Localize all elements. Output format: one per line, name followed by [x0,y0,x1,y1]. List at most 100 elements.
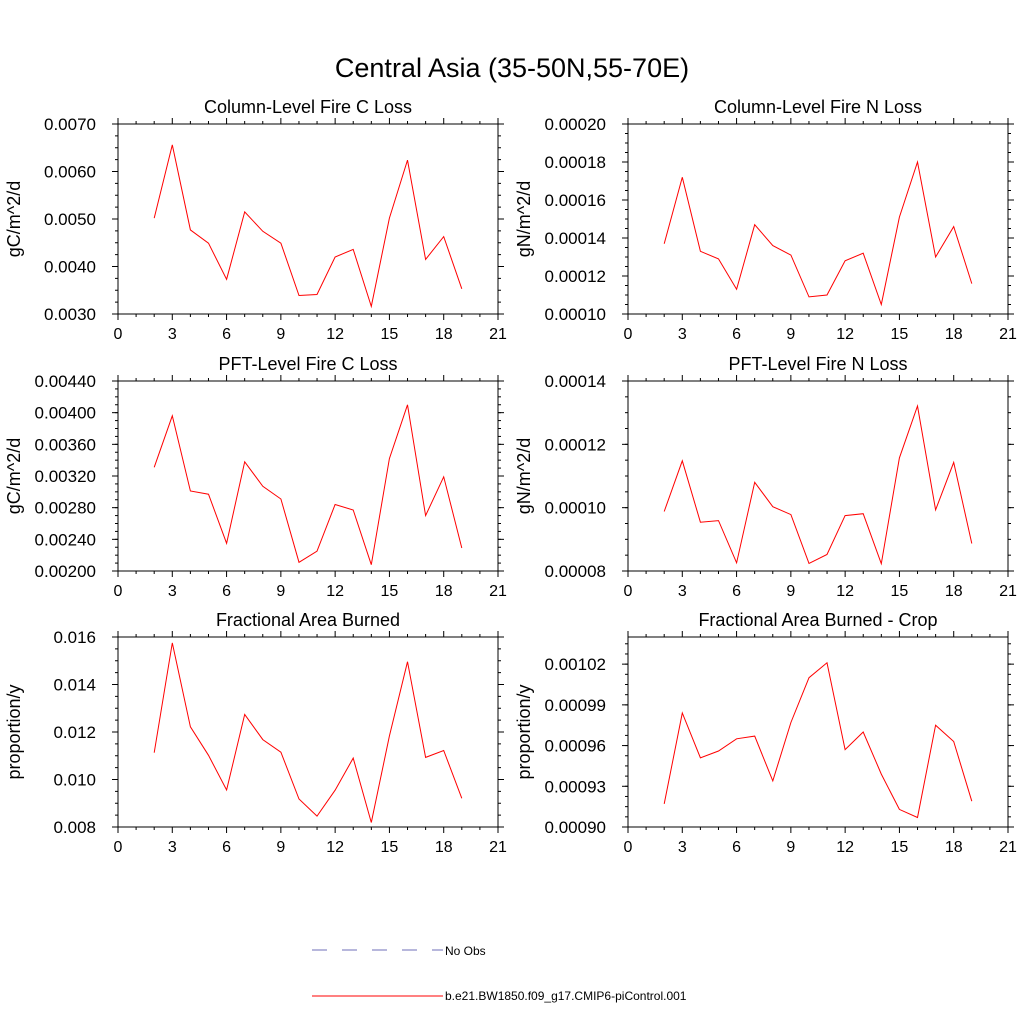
y-axis-label: gC/m^2/d [4,438,24,514]
x-tick-label: 18 [435,326,453,343]
x-tick-label: 0 [114,326,123,343]
y-tick-label: 0.016 [53,628,96,647]
plot-frame [117,123,499,315]
x-tick-label: 9 [276,839,285,856]
y-tick-label: 0.00018 [545,153,606,172]
series-line-1 [663,404,973,566]
x-tick-label: 6 [732,326,741,343]
panel-title: PFT-Level Fire N Loss [728,354,907,374]
x-tick-label: 9 [786,326,795,343]
x-tick-label: 3 [678,839,687,856]
x-tick-label: 18 [945,326,963,343]
y-tick-label: 0.00016 [545,191,606,210]
panel-title: PFT-Level Fire C Loss [218,354,397,374]
x-tick-label: 12 [326,326,344,343]
y-tick-label: 0.014 [53,676,96,695]
chart-panel-4: PFT-Level Fire N Loss gN/m^2/d 0 3 6 9 12 15 18 2… [514,354,1017,600]
panels: Column-Level Fire C Loss gC/m^2/d 0 3 6 9 12 15… [4,97,1017,856]
x-tick-label: 3 [168,583,177,600]
chart-panel-6: Fractional Area Burned - Crop proportion/… [514,610,1017,856]
chart-panel-2: Column-Level Fire N Loss gN/m^2/d 0 3 6 9 12 15… [514,97,1017,343]
series-line-1 [663,160,973,307]
x-tick-label: 6 [222,839,231,856]
chart-panel-3: PFT-Level Fire C Loss gC/m^2/d 0 3 6 9 12 15 18 2… [4,354,507,600]
x-tick-label: 3 [168,839,177,856]
chart-panel-1: Column-Level Fire C Loss gC/m^2/d 0 3 6 9 12 15… [4,97,507,343]
x-tick-label: 15 [891,583,909,600]
y-tick-label: 0.00400 [35,404,96,423]
y-tick-label: 0.00096 [545,737,606,756]
panel-title: Fractional Area Burned [216,610,400,630]
y-tick-label: 0.00010 [545,499,606,518]
x-tick-label: 3 [168,326,177,343]
x-tick-label: 21 [489,583,507,600]
x-tick-label: 9 [276,583,285,600]
y-tick-label: 0.00090 [545,818,606,837]
y-tick-label: 0.00360 [35,435,96,454]
x-tick-label: 21 [999,839,1017,856]
panel-title: Column-Level Fire C Loss [204,97,412,117]
x-tick-label: 0 [624,326,633,343]
plot-frame [117,636,499,828]
y-tick-label: 0.0070 [44,115,96,134]
x-tick-label: 12 [836,326,854,343]
chart-panel-5: Fractional Area Burned proportion/y 0 3 6 9 12… [4,610,507,856]
x-tick-label: 15 [381,326,399,343]
series-line-1 [153,642,463,823]
y-tick-label: 0.00014 [545,229,606,248]
panel-title: Fractional Area Burned - Crop [698,610,937,630]
figure-title: Central Asia (35-50N,55-70E) [335,53,689,83]
plot-frame [117,380,499,572]
x-tick-label: 3 [678,583,687,600]
y-tick-label: 0.012 [53,723,96,742]
x-tick-label: 0 [624,583,633,600]
x-tick-label: 15 [891,839,909,856]
y-tick-label: 0.0040 [44,258,96,277]
y-tick-label: 0.00014 [545,372,606,391]
y-tick-label: 0.0030 [44,305,96,324]
y-tick-label: 0.008 [53,818,96,837]
panel-title: Column-Level Fire N Loss [714,97,922,117]
y-tick-label: 0.00320 [35,467,96,486]
x-tick-label: 15 [381,839,399,856]
y-tick-label: 0.00093 [545,777,606,796]
x-tick-label: 12 [326,583,344,600]
x-tick-label: 0 [114,583,123,600]
plot-frame [627,123,1009,315]
x-tick-label: 15 [381,583,399,600]
x-tick-label: 21 [999,583,1017,600]
x-tick-label: 12 [836,839,854,856]
y-axis-label: proportion/y [4,684,24,779]
y-tick-label: 0.00280 [35,499,96,518]
x-tick-label: 21 [489,839,507,856]
legend: No Obs b.e21.BW1850.f09_g17.CMIP6-piCont… [312,944,687,1003]
x-tick-label: 18 [945,839,963,856]
y-tick-label: 0.0060 [44,163,96,182]
x-tick-label: 0 [624,839,633,856]
y-tick-label: 0.00012 [545,435,606,454]
x-tick-label: 12 [326,839,344,856]
series-line-1 [153,404,463,565]
x-tick-label: 9 [786,839,795,856]
plot-frame [627,636,1009,828]
y-tick-label: 0.00440 [35,372,96,391]
series-line-1 [663,661,973,819]
x-tick-label: 6 [732,839,741,856]
y-axis-label: gN/m^2/d [514,181,534,257]
x-tick-label: 15 [891,326,909,343]
y-tick-label: 0.0050 [44,210,96,229]
y-tick-label: 0.00010 [545,305,606,324]
y-tick-label: 0.00012 [545,267,606,286]
x-tick-label: 21 [489,326,507,343]
x-tick-label: 21 [999,326,1017,343]
y-tick-label: 0.00200 [35,562,96,581]
series-line-1 [153,144,463,309]
y-tick-label: 0.00240 [35,530,96,549]
x-tick-label: 0 [114,839,123,856]
x-tick-label: 9 [276,326,285,343]
y-tick-label: 0.00008 [545,562,606,581]
y-tick-label: 0.00020 [545,115,606,134]
plot-frame [627,380,1009,572]
x-tick-label: 18 [435,583,453,600]
